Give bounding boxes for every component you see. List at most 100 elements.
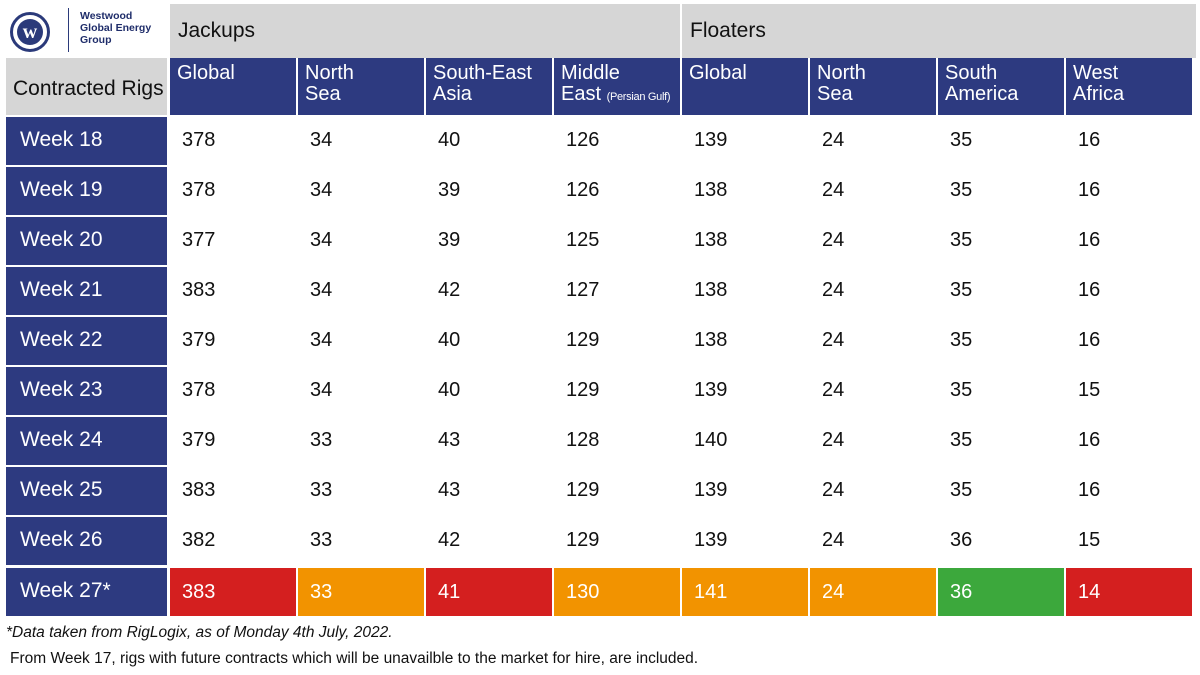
- table-cell: 125: [554, 217, 680, 265]
- table-cell: 383: [170, 267, 296, 315]
- methodology-footnote: From Week 17, rigs with future contracts…: [10, 650, 699, 667]
- table-cell: 24: [810, 217, 936, 265]
- table-cell: 129: [554, 367, 680, 415]
- table-cell: 14: [1066, 568, 1192, 616]
- table-cell: 379: [170, 317, 296, 365]
- table-cell: 24: [810, 417, 936, 465]
- row-label: Week 22: [6, 317, 167, 365]
- row-label: Week 21: [6, 267, 167, 315]
- column-header-line: East (Persian Gulf): [561, 84, 680, 108]
- row-label: Week 23: [6, 367, 167, 415]
- table-cell: 378: [170, 117, 296, 165]
- table-cell: 33: [298, 467, 424, 515]
- table-cell: 16: [1066, 117, 1192, 165]
- column-header-line: South-East: [433, 63, 552, 84]
- table-cell: 16: [1066, 167, 1192, 215]
- column-header-text: South-East: [433, 62, 532, 84]
- table-cell: 138: [682, 217, 808, 265]
- table-cell: 378: [170, 167, 296, 215]
- table-cell: 139: [682, 467, 808, 515]
- column-header-text: Africa: [1073, 83, 1125, 105]
- table-cell: 16: [1066, 217, 1192, 265]
- table-cell: 35: [938, 117, 1064, 165]
- westwood-w-icon: w: [10, 12, 50, 52]
- group-header-floaters: Floaters: [682, 4, 1196, 58]
- table-cell: 35: [938, 367, 1064, 415]
- table-cell: 43: [426, 417, 552, 465]
- column-header-text: Global: [689, 62, 747, 84]
- column-header-line: Middle: [561, 63, 680, 84]
- table-cell: 39: [426, 167, 552, 215]
- column-header: Global: [682, 58, 808, 115]
- table-cell: 24: [810, 117, 936, 165]
- row-label: Week 25: [6, 467, 167, 515]
- column-header-line: America: [945, 84, 1064, 105]
- table-cell: 33: [298, 517, 424, 565]
- table-cell: 24: [810, 267, 936, 315]
- column-header: Middle East (Persian Gulf): [554, 58, 680, 115]
- column-header-text: Asia: [433, 83, 472, 105]
- table-cell: 127: [554, 267, 680, 315]
- table-cell: 40: [426, 367, 552, 415]
- table-cell: 24: [810, 517, 936, 565]
- table-cell: 34: [298, 217, 424, 265]
- table-cell: 40: [426, 317, 552, 365]
- table-cell: 35: [938, 217, 1064, 265]
- table-cell: 34: [298, 117, 424, 165]
- table-cell: 35: [938, 467, 1064, 515]
- table-cell: 139: [682, 367, 808, 415]
- column-header: South-East Asia: [426, 58, 552, 115]
- table-cell: 42: [426, 517, 552, 565]
- table-cell: 15: [1066, 517, 1192, 565]
- table-cell: 35: [938, 317, 1064, 365]
- table-cell: 383: [170, 568, 296, 616]
- table-cell: 16: [1066, 317, 1192, 365]
- table-cell: 34: [298, 367, 424, 415]
- table-cell: 140: [682, 417, 808, 465]
- column-header-text: Sea: [305, 83, 341, 105]
- table-cell: 141: [682, 568, 808, 616]
- table-cell: 126: [554, 167, 680, 215]
- group-header-jackups: Jackups: [170, 4, 680, 58]
- column-header: West Africa: [1066, 58, 1192, 115]
- table-cell: 35: [938, 167, 1064, 215]
- brand-name: Westwood Global Energy Group: [80, 10, 152, 46]
- column-header-line: South: [945, 63, 1064, 84]
- westwood-logo: w Westwood Global Energy Group: [4, 4, 166, 56]
- table-cell: 138: [682, 267, 808, 315]
- table-cell: 16: [1066, 267, 1192, 315]
- row-label: Week 24: [6, 417, 167, 465]
- table-cell: 42: [426, 267, 552, 315]
- table-cell: 16: [1066, 467, 1192, 515]
- table-cell: 15: [1066, 367, 1192, 415]
- table-cell: 139: [682, 117, 808, 165]
- table-cell: 40: [426, 117, 552, 165]
- column-header-text: South: [945, 62, 998, 84]
- column-header-line: Global: [689, 63, 808, 84]
- column-header-text: Middle: [561, 62, 620, 84]
- table-cell: 139: [682, 517, 808, 565]
- column-header: South America: [938, 58, 1064, 115]
- table-cell: 382: [170, 517, 296, 565]
- table-cell: 34: [298, 267, 424, 315]
- table-cell: 379: [170, 417, 296, 465]
- column-header-line: Asia: [433, 84, 552, 105]
- row-label: Week 19: [6, 167, 167, 215]
- column-header-line: West: [1073, 63, 1192, 84]
- table-cell: 128: [554, 417, 680, 465]
- column-header-line: Global: [177, 63, 296, 84]
- table-cell: 138: [682, 167, 808, 215]
- table-cell: 378: [170, 367, 296, 415]
- column-header: North Sea: [298, 58, 424, 115]
- table-cell: 130: [554, 568, 680, 616]
- column-header-line: Sea: [817, 84, 936, 105]
- table-cell: 138: [682, 317, 808, 365]
- row-label: Week 26: [6, 517, 167, 565]
- table-cell: 24: [810, 568, 936, 616]
- column-header-text: West: [1073, 62, 1119, 84]
- table-cell: 126: [554, 117, 680, 165]
- column-header-text: North: [817, 62, 866, 84]
- column-header: Global: [170, 58, 296, 115]
- table-cell: 33: [298, 568, 424, 616]
- logo-divider: [68, 8, 69, 52]
